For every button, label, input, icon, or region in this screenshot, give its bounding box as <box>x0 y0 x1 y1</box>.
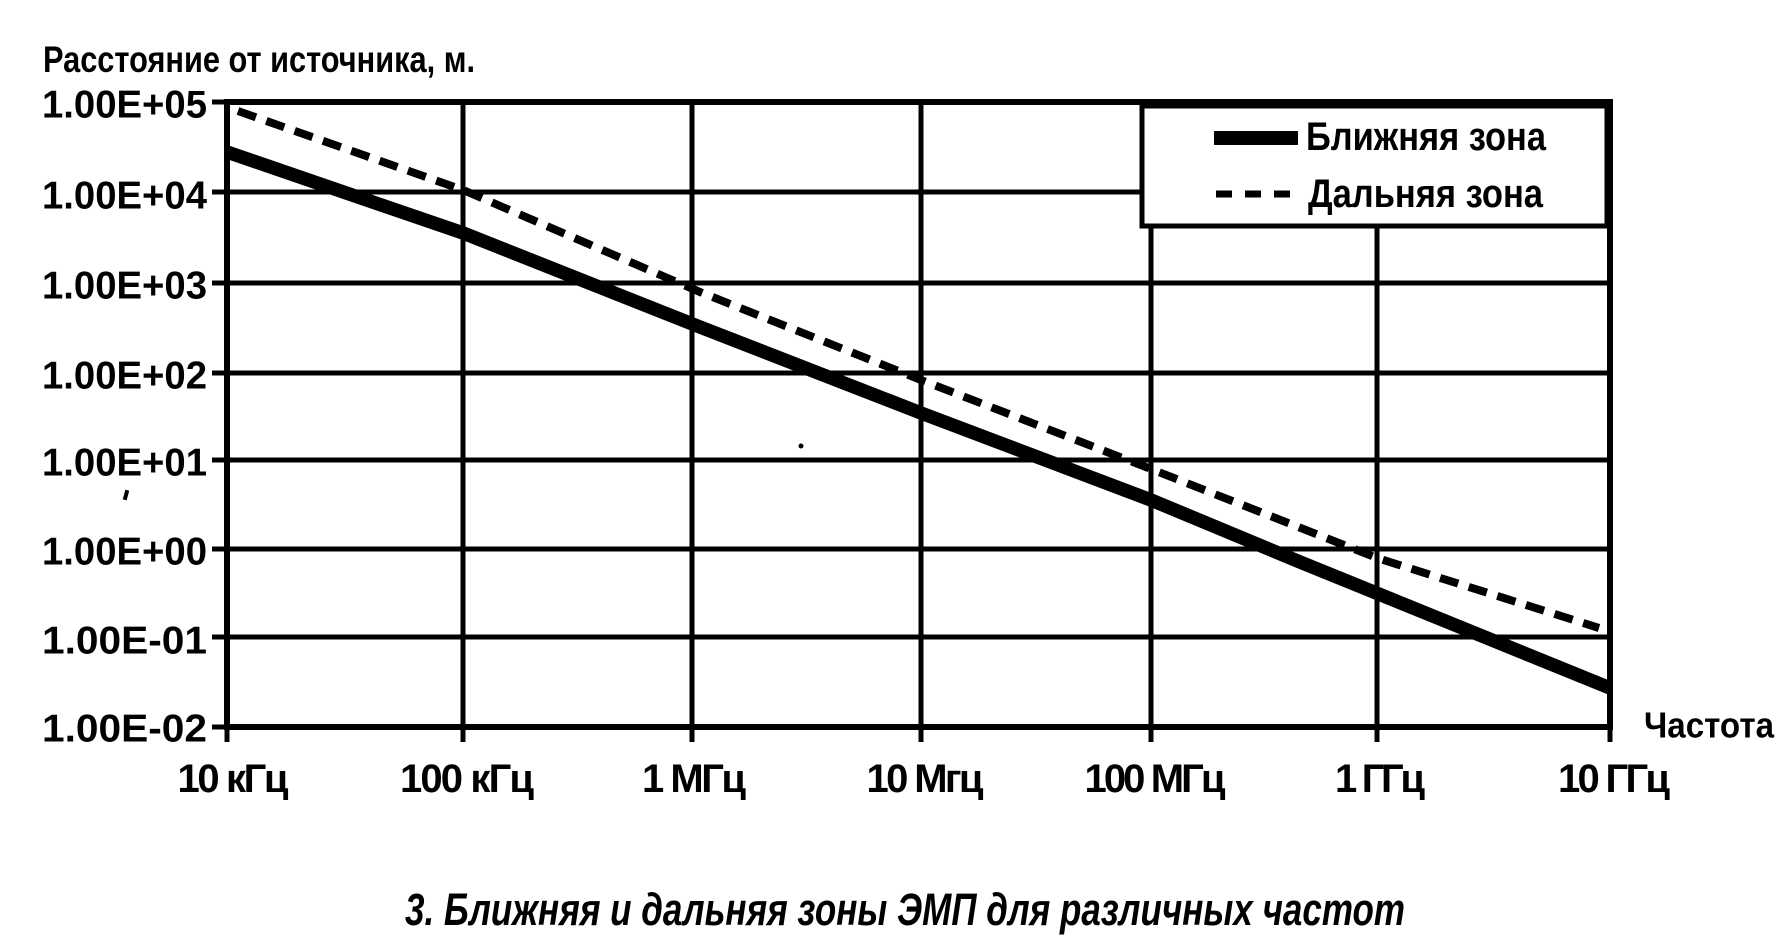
svg-text:100 кГц: 100 кГц <box>400 757 534 801</box>
svg-text:1.00E+00: 1.00E+00 <box>42 531 207 574</box>
svg-text:Частота: Частота <box>1644 705 1775 746</box>
svg-text:1.00E-01: 1.00E-01 <box>42 620 207 663</box>
svg-text:Дальняя зона: Дальняя зона <box>1308 172 1544 216</box>
svg-text:Расстояние от источника, м.: Расстояние от источника, м. <box>43 39 475 80</box>
svg-text:100 МГц: 100 МГц <box>1085 757 1226 801</box>
svg-text:10 Мгц: 10 Мгц <box>867 757 984 801</box>
svg-text:1.00E-02: 1.00E-02 <box>42 708 207 751</box>
svg-text:10 ГГц: 10 ГГц <box>1558 757 1670 801</box>
svg-text:1 ГГц: 1 ГГц <box>1335 757 1425 801</box>
svg-text:1.00E+04: 1.00E+04 <box>42 175 207 218</box>
svg-text:10 кГц: 10 кГц <box>178 757 289 801</box>
svg-text:3. Ближняя и дальняя зоны ЭМП: 3. Ближняя и дальняя зоны ЭМП для различ… <box>405 884 1405 935</box>
svg-text:1 МГц: 1 МГц <box>642 757 746 801</box>
svg-text:1.00E+03: 1.00E+03 <box>42 265 207 308</box>
svg-text:1.00E+02: 1.00E+02 <box>42 355 207 398</box>
svg-text:1.00E+05: 1.00E+05 <box>42 84 207 127</box>
svg-text:1.00E+01: 1.00E+01 <box>42 442 207 485</box>
svg-text:Ближняя зона: Ближняя зона <box>1306 115 1547 159</box>
